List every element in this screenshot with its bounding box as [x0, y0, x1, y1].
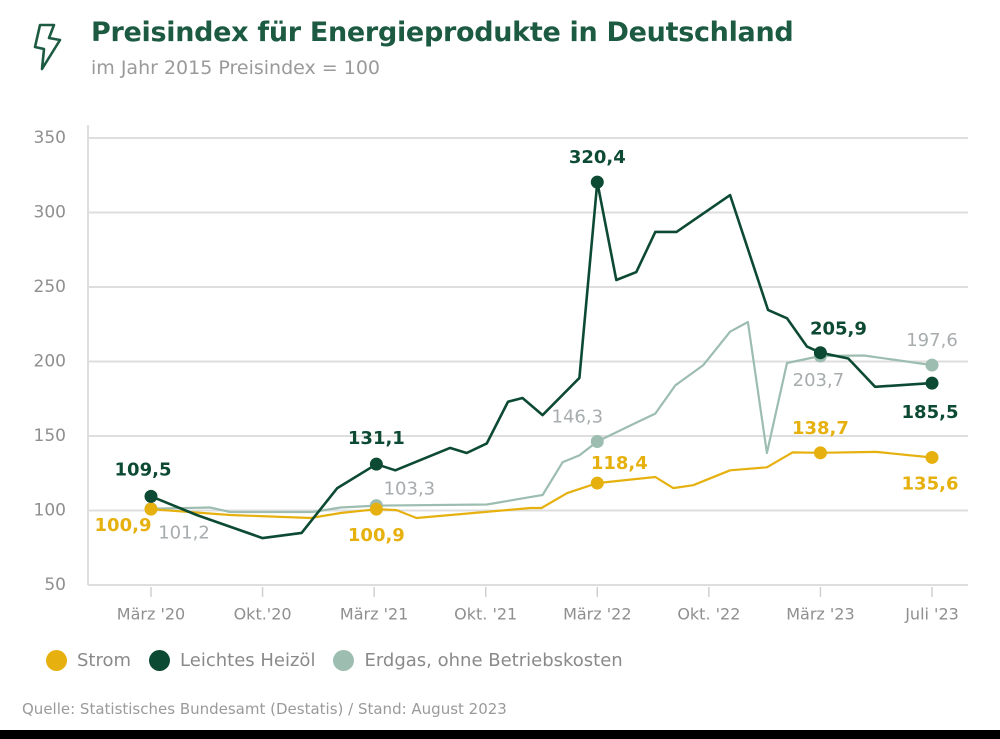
data-point [144, 489, 158, 503]
y-tick-label: 100 [34, 501, 66, 521]
legend-item-strom: Strom [46, 650, 131, 671]
legend-label: Strom [77, 650, 132, 671]
data-label: 100,9 [348, 525, 405, 546]
data-point [813, 446, 827, 460]
bottom-bar [0, 730, 1000, 739]
chart-title: Preisindex für Energieprodukte in Deutsc… [91, 17, 794, 48]
data-label: 205,9 [810, 319, 867, 340]
x-tick-label: Okt. '21 [454, 605, 517, 624]
series-line-0 [150, 450, 933, 520]
data-point [590, 435, 604, 449]
x-tick-label: März '22 [563, 605, 631, 624]
y-tick-label: 250 [34, 277, 66, 297]
data-label: 146,3 [552, 407, 604, 428]
y-tick-label: 300 [34, 203, 66, 223]
data-label: 103,3 [384, 479, 436, 500]
y-tick-label: 50 [44, 575, 66, 595]
data-point [813, 346, 827, 360]
data-point [925, 376, 939, 390]
legend-label: Leichtes Heizöl [180, 650, 316, 671]
data-point [144, 502, 158, 516]
data-point [590, 476, 604, 490]
data-label: 131,1 [348, 428, 405, 449]
chart-subtitle: im Jahr 2015 Preisindex = 100 [91, 57, 380, 79]
data-label: 118,4 [591, 453, 648, 474]
data-label: 101,2 [158, 523, 210, 544]
data-label: 138,7 [792, 418, 849, 439]
y-tick-label: 350 [34, 128, 66, 148]
x-tick-label: Okt. '22 [677, 605, 740, 624]
data-point [369, 457, 383, 471]
y-tick-label: 200 [34, 352, 66, 372]
data-point [590, 175, 604, 189]
x-tick-label: März '20 [117, 605, 185, 624]
lightning-icon [30, 22, 64, 72]
x-tick-label: März '23 [786, 605, 854, 624]
data-label: 203,7 [793, 370, 845, 391]
data-point [369, 502, 383, 516]
legend: Strom Leichtes Heizöl Erdgas, ohne Betri… [46, 650, 641, 671]
y-tick-label: 150 [34, 426, 66, 446]
data-label: 135,6 [902, 473, 959, 494]
data-label: 185,5 [902, 402, 959, 423]
legend-swatch [46, 650, 67, 671]
source-note: Quelle: Statistisches Bundesamt (Destati… [22, 700, 507, 718]
x-tick-label: März '21 [340, 605, 408, 624]
data-point [925, 358, 939, 372]
legend-label: Erdgas, ohne Betriebskosten [364, 650, 623, 671]
legend-swatch [149, 650, 171, 671]
x-tick-label: Okt.'20 [234, 605, 292, 624]
data-label: 320,4 [569, 147, 626, 168]
legend-item-heizoel: Leichtes Heizöl [149, 650, 315, 671]
legend-item-erdgas: Erdgas, ohne Betriebskosten [333, 650, 623, 671]
data-point [925, 450, 939, 464]
legend-swatch [333, 650, 355, 671]
data-label: 197,6 [906, 330, 958, 351]
x-tick-label: Juli '23 [904, 605, 959, 624]
series-line-1 [150, 180, 933, 540]
data-label: 109,5 [115, 459, 172, 480]
data-label: 100,9 [95, 515, 152, 536]
